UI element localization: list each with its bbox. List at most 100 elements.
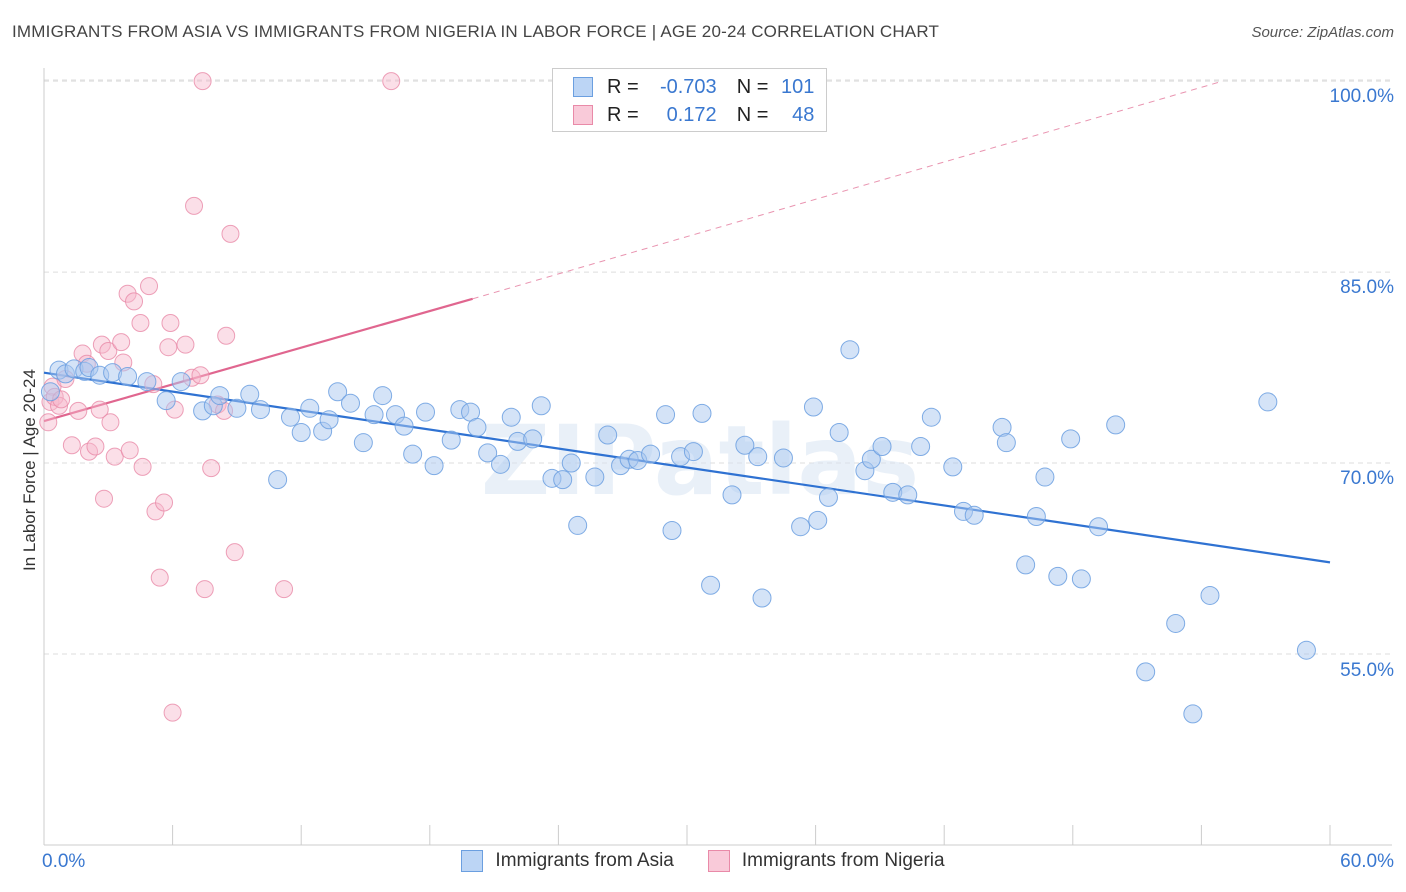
data-point-asia: [1089, 517, 1109, 537]
legend-n-value-asia: 101: [781, 75, 815, 98]
data-point-nigeria: [120, 441, 139, 460]
data-point-asia: [683, 442, 703, 462]
data-point-nigeria: [105, 447, 124, 466]
data-point-asia: [1016, 555, 1036, 575]
data-point-asia: [808, 510, 828, 530]
data-point-asia: [394, 416, 414, 436]
data-point-asia: [773, 448, 793, 468]
data-point-asia: [300, 398, 320, 418]
y-tick-label: 70.0%: [1340, 468, 1394, 489]
data-point-asia: [803, 397, 823, 417]
data-point-asia: [523, 429, 543, 449]
data-point-asia: [553, 470, 573, 490]
data-point-nigeria: [176, 335, 195, 354]
data-point-asia: [561, 453, 581, 473]
data-point-asia: [353, 433, 373, 453]
data-point-asia: [1296, 640, 1316, 660]
data-point-asia: [328, 382, 348, 402]
data-point-asia: [280, 407, 300, 427]
data-point-asia: [996, 433, 1016, 453]
data-point-nigeria: [69, 401, 88, 420]
legend-row-nigeria: R = 0.172 N = 48: [573, 101, 814, 129]
watermark: ZIPatlas: [481, 405, 920, 517]
data-point-nigeria: [161, 314, 180, 332]
data-point-nigeria: [125, 292, 144, 311]
data-point-nigeria: [92, 335, 111, 354]
legend-r-value-asia: -0.703: [659, 75, 717, 98]
legend-r-value-nigeria: 0.172: [666, 103, 717, 126]
data-point-asia: [585, 467, 605, 487]
data-point-asia: [1035, 467, 1055, 487]
chart-title: IMMIGRANTS FROM ASIA VS IMMIGRANTS FROM …: [12, 22, 940, 41]
legend-swatch-asia: [573, 77, 593, 97]
legend-swatch-asia: [461, 850, 484, 872]
data-point-asia: [491, 454, 511, 474]
data-point-asia: [722, 485, 742, 505]
y-tick-label: 85.0%: [1340, 277, 1394, 298]
data-point-asia: [861, 449, 881, 469]
data-point-asia: [656, 405, 676, 425]
data-point-asia: [40, 382, 60, 402]
legend-n-label: N =: [736, 75, 769, 98]
data-point-nigeria: [86, 437, 105, 456]
data-point-asia: [531, 396, 551, 416]
data-point-asia: [403, 444, 423, 464]
legend-swatch-nigeria: [707, 850, 730, 872]
data-point-asia: [752, 588, 772, 608]
data-point-asia: [373, 386, 393, 406]
data-point-asia: [701, 575, 721, 595]
x-tick-label-max: 60.0%: [1340, 851, 1394, 872]
data-point-asia: [964, 505, 984, 525]
data-point-nigeria: [185, 196, 204, 215]
legend-label-nigeria: Immigrants from Nigeria: [741, 850, 945, 871]
series-legend: Immigrants from Asia Immigrants from Nig…: [0, 850, 1406, 872]
data-point-asia: [872, 436, 892, 456]
data-point-nigeria: [155, 493, 174, 512]
data-point-nigeria: [112, 333, 131, 352]
data-point-asia: [227, 398, 247, 418]
data-point-asia: [319, 410, 339, 430]
correlation-legend: R = -0.703 N = 101 R = 0.172 N = 48: [552, 68, 827, 132]
data-point-asia: [598, 425, 618, 445]
data-point-asia: [171, 372, 191, 392]
data-point-asia: [840, 340, 860, 360]
data-point-asia: [641, 444, 661, 464]
data-point-asia: [1061, 429, 1081, 449]
legend-item-asia: Immigrants from Asia: [461, 850, 674, 872]
data-point-asia: [156, 391, 176, 411]
data-point-asia: [210, 386, 230, 406]
data-point-nigeria: [191, 366, 210, 385]
data-point-nigeria: [195, 580, 214, 599]
data-point-asia: [1258, 392, 1278, 412]
y-tick-label: 55.0%: [1340, 660, 1394, 681]
data-point-nigeria: [202, 459, 221, 478]
data-point-nigeria: [159, 338, 178, 357]
data-point-asia: [748, 447, 768, 467]
data-point-asia: [1200, 585, 1220, 605]
data-point-asia: [1166, 613, 1186, 633]
data-point-asia: [340, 393, 360, 413]
data-point-asia: [478, 443, 498, 463]
axes: [43, 68, 1392, 846]
data-point-asia: [568, 515, 588, 535]
data-point-nigeria: [62, 436, 81, 455]
data-point-asia: [1026, 507, 1046, 527]
data-point-asia: [137, 372, 157, 392]
data-point-asia: [467, 417, 487, 437]
legend-item-nigeria: Immigrants from Nigeria: [707, 850, 945, 872]
legend-r-label: R =: [607, 75, 639, 98]
x-tick-label-min: 0.0%: [42, 851, 86, 872]
data-point-asia: [364, 405, 384, 425]
data-point-asia: [240, 384, 260, 404]
data-point-nigeria: [382, 72, 401, 91]
data-point-nigeria: [193, 72, 212, 91]
data-point-asia: [1136, 662, 1156, 682]
source-credit: Source: ZipAtlas.com: [1251, 24, 1394, 41]
data-point-asia: [1048, 566, 1068, 586]
legend-label-asia: Immigrants from Asia: [495, 850, 674, 871]
data-point-asia: [1071, 569, 1091, 589]
data-point-nigeria: [39, 413, 58, 432]
data-point-nigeria: [275, 580, 294, 599]
data-point-nigeria: [163, 703, 182, 722]
data-point-asia: [416, 402, 436, 422]
